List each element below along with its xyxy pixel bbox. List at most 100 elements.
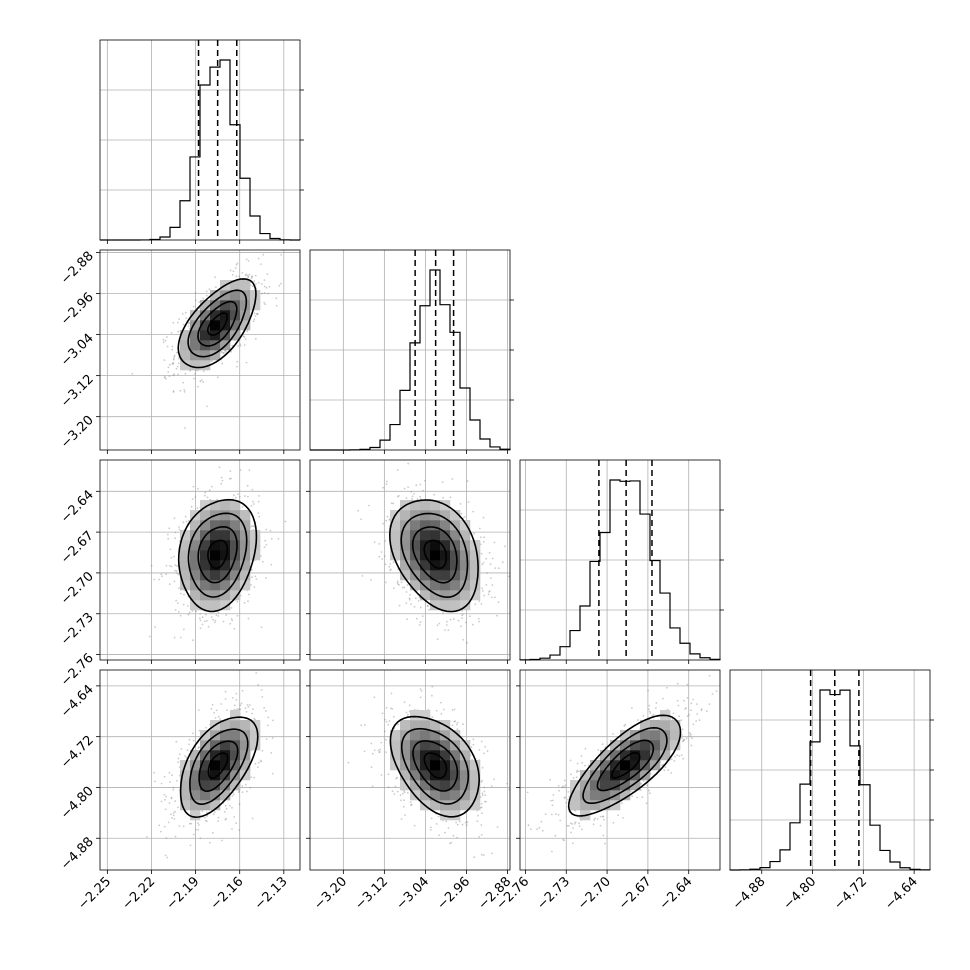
density-cell <box>440 540 451 551</box>
sample-point <box>480 853 483 856</box>
density-cell <box>440 530 451 541</box>
sample-point <box>489 563 492 565</box>
sample-point <box>146 836 148 838</box>
sample-point <box>257 257 260 260</box>
panel-content <box>100 460 300 660</box>
sample-point <box>213 711 216 714</box>
sample-point <box>179 636 182 639</box>
sample-point <box>173 555 175 558</box>
sample-point <box>170 797 173 800</box>
density-cell <box>200 560 211 571</box>
sample-point <box>458 820 461 823</box>
sample-point <box>244 495 246 497</box>
density-cell <box>190 800 201 811</box>
density-cell <box>400 510 411 521</box>
scatter-panel <box>99 249 301 451</box>
y-tick-label: −2.88 <box>58 249 97 288</box>
density-cell <box>410 520 421 531</box>
sample-point <box>241 272 244 274</box>
y-tick-label: −2.96 <box>58 290 97 329</box>
sample-point <box>429 828 432 831</box>
density-cell <box>190 330 201 341</box>
sample-point <box>480 552 483 555</box>
sample-point <box>392 561 395 564</box>
sample-point <box>478 620 480 623</box>
sample-point <box>480 603 483 605</box>
sample-point <box>131 372 134 375</box>
sample-point <box>441 481 444 483</box>
sample-point <box>271 737 274 739</box>
density-cell <box>440 580 451 591</box>
sample-point <box>260 626 263 629</box>
density-cell <box>200 580 211 591</box>
sample-point <box>491 852 493 855</box>
sample-point <box>251 525 253 528</box>
sample-point <box>196 507 199 510</box>
sample-point <box>280 254 283 256</box>
density-cell <box>240 520 251 531</box>
y-tick-label: −2.73 <box>58 610 97 649</box>
sample-point <box>197 385 199 388</box>
sample-point <box>247 276 250 278</box>
sample-point <box>165 564 168 567</box>
sample-point <box>173 636 176 639</box>
density-cell <box>200 550 211 561</box>
sample-point <box>260 555 262 557</box>
density-cell <box>220 790 231 801</box>
sample-point <box>187 613 190 616</box>
sample-point <box>195 828 197 831</box>
density-cell <box>450 530 461 541</box>
density-cell <box>410 730 421 741</box>
sample-point <box>506 782 508 785</box>
sample-point <box>263 707 265 709</box>
sample-point <box>419 696 422 699</box>
sample-point <box>172 391 175 393</box>
sample-point <box>239 469 242 471</box>
sample-point <box>487 593 490 596</box>
density-cell <box>240 310 251 321</box>
density-cell <box>390 760 401 771</box>
sample-point <box>408 704 411 707</box>
sample-point <box>182 381 185 384</box>
sample-point <box>230 607 233 609</box>
density-cell <box>430 590 441 601</box>
sample-point <box>250 277 253 280</box>
sample-point <box>470 746 473 749</box>
sample-point <box>176 351 179 354</box>
sample-point <box>371 752 374 755</box>
density-cell <box>220 500 231 511</box>
sample-point <box>385 483 388 485</box>
sample-point <box>211 831 214 834</box>
sample-point <box>465 621 467 624</box>
sample-point <box>253 586 256 588</box>
sample-point <box>373 541 376 544</box>
density-cell <box>440 570 451 581</box>
sample-point <box>230 350 233 353</box>
sample-point <box>410 803 413 806</box>
sample-point <box>490 785 493 787</box>
sample-point <box>160 830 162 833</box>
sample-point <box>172 358 175 361</box>
sample-point <box>384 718 386 721</box>
sample-point <box>473 856 476 859</box>
sample-point <box>170 813 172 816</box>
density-cell <box>430 560 441 571</box>
density-cell <box>390 740 401 751</box>
sample-point <box>493 541 496 544</box>
sample-point <box>257 761 260 764</box>
sample-point <box>182 521 185 524</box>
density-cell <box>210 550 221 561</box>
sample-point <box>177 611 180 613</box>
sample-point <box>385 751 387 753</box>
sample-point <box>450 841 453 844</box>
sample-point <box>248 273 251 276</box>
density-cell <box>430 530 441 541</box>
sample-point <box>213 621 216 624</box>
sample-point <box>363 724 366 726</box>
sample-point <box>489 577 492 579</box>
sample-point <box>170 556 173 559</box>
density-cell <box>470 580 481 591</box>
sample-point <box>456 823 459 826</box>
sample-point <box>178 526 180 528</box>
sample-point <box>460 625 462 628</box>
